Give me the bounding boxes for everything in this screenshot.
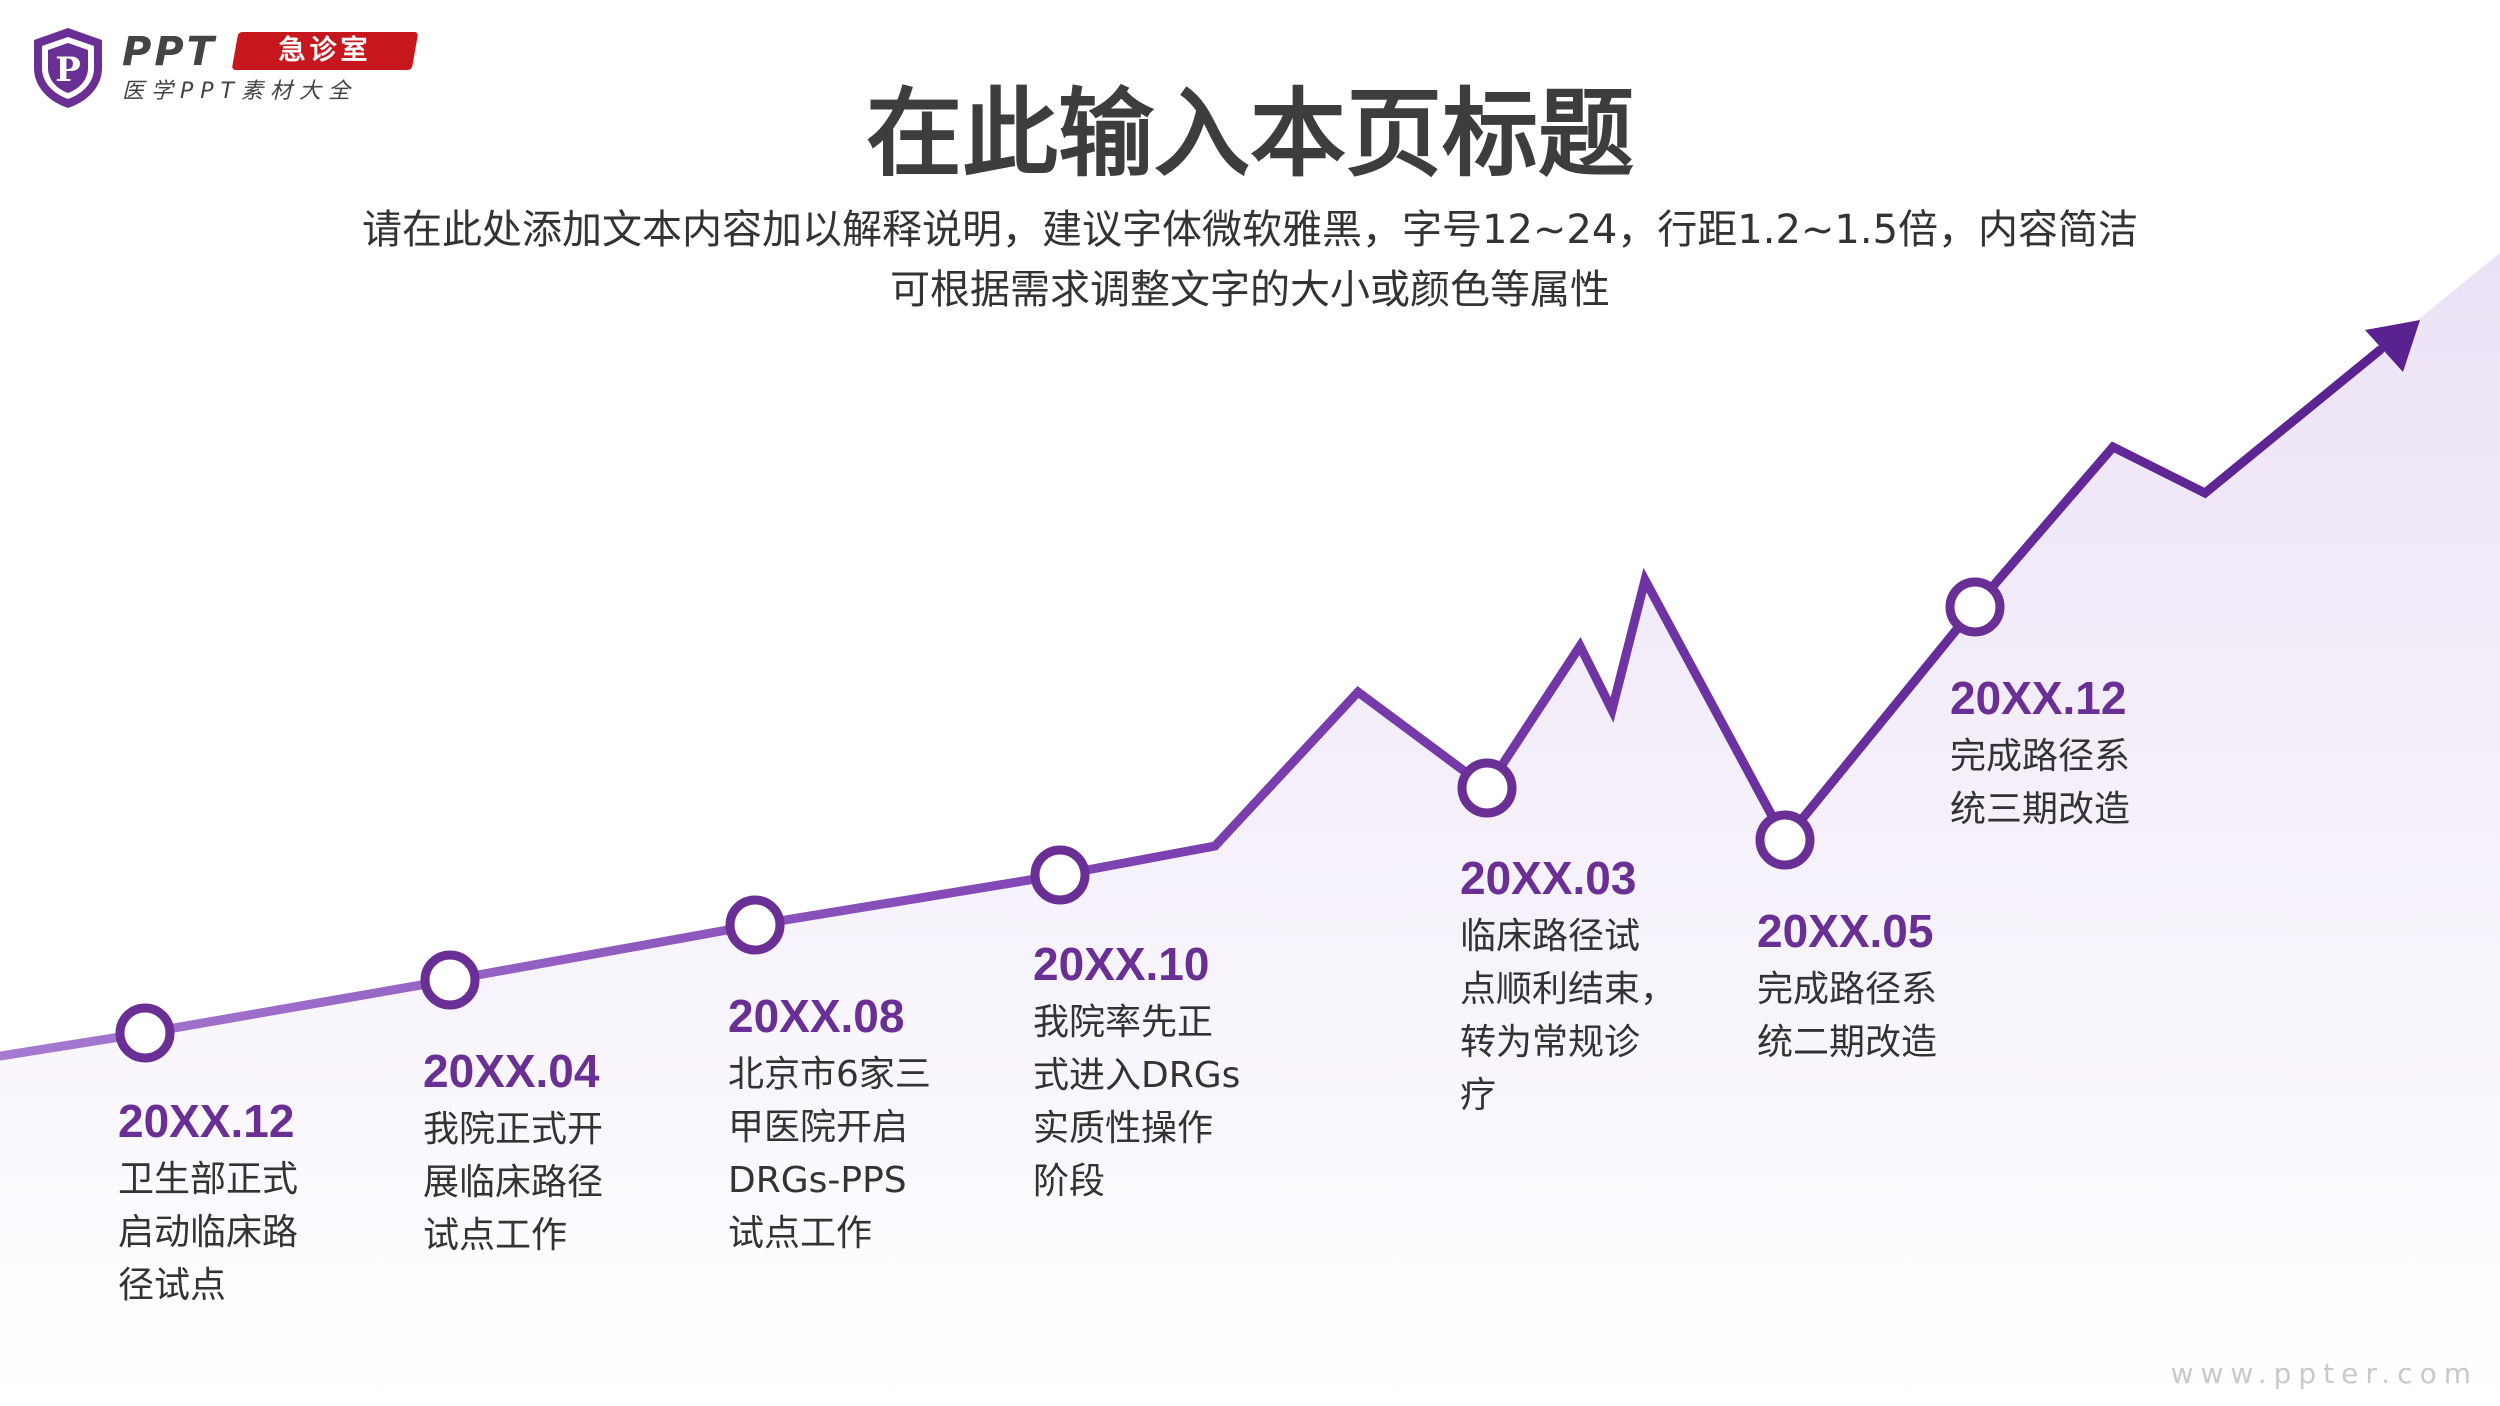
milestone-date: 20XX.12 — [118, 1095, 295, 1147]
logo: P PPT 急诊室 医学PPT素材大全 — [30, 26, 419, 110]
logo-badge-text: 急诊室 — [278, 35, 372, 66]
timeline-nodes — [115, 577, 2005, 1063]
milestone-text-line: 我院率先正 — [1033, 1002, 1214, 1043]
milestone-text-line: 试点工作 — [728, 1213, 873, 1254]
milestone-text-line: 我院正式开 — [423, 1109, 604, 1150]
growth-line — [0, 345, 2385, 1061]
logo-wordmark: PPT — [122, 29, 217, 75]
milestone-description: 我院正式开 展临床路径 试点工作 — [423, 1103, 723, 1262]
milestone-text-line: 阶段 — [1033, 1161, 1106, 1202]
milestone-text-line: DRGs-PPS — [728, 1160, 907, 1201]
timeline-node — [420, 950, 480, 1010]
timeline-node — [1945, 577, 2005, 637]
milestone-date: 20XX.12 — [1950, 672, 2127, 724]
arrow-head — [2365, 320, 2420, 372]
milestone-description: 完成路径系 统三期改造 — [1950, 730, 2250, 836]
milestone-2: 20XX.04 我院正式开 展临床路径 试点工作 — [423, 1043, 723, 1262]
milestone-text-line: 完成路径系 — [1950, 736, 2131, 777]
timeline-node — [1755, 810, 1815, 870]
subtitle-line: 请在此处添加文本内容加以解释说明，建议字体微软雅黑，字号12~24，行距1.2~… — [361, 207, 2139, 253]
milestone-text-line: 统二期改造 — [1757, 1022, 1938, 1063]
shield-letter: P — [55, 50, 81, 90]
milestone-text-line: 疗 — [1460, 1075, 1497, 1116]
growth-area — [0, 253, 2500, 1406]
timeline-node — [1457, 758, 1517, 818]
milestone-description: 临床路径试 点顺利结束， 转为常规诊 疗 — [1460, 910, 1760, 1122]
milestone-text-line: 完成路径系 — [1757, 969, 1938, 1010]
milestone-text-line: 试点工作 — [423, 1215, 568, 1256]
milestone-date: 20XX.03 — [1460, 852, 1637, 904]
milestone-text-line: 统三期改造 — [1950, 789, 2131, 830]
timeline-node — [1030, 845, 1090, 905]
milestone-description: 卫生部正式 启动临床路 径试点 — [118, 1153, 418, 1312]
milestone-date: 20XX.08 — [728, 990, 905, 1042]
milestone-text-line: 点顺利结束， — [1460, 969, 1677, 1010]
milestone-date: 20XX.04 — [423, 1045, 600, 1097]
milestone-3: 20XX.08 北京市6家三 甲医院开启 DRGs-PPS 试点工作 — [728, 988, 1028, 1260]
milestone-text-line: 径试点 — [118, 1265, 227, 1306]
page-title: 在此输入本页标题 — [866, 78, 1634, 190]
milestone-text-line: 转为常规诊 — [1460, 1022, 1641, 1063]
milestone-text-line: 式进入DRGs — [1033, 1055, 1241, 1096]
milestone-description: 完成路径系 统二期改造 — [1757, 963, 2057, 1069]
milestone-7: 20XX.12 完成路径系 统三期改造 — [1950, 670, 2250, 836]
milestone-6: 20XX.05 完成路径系 统二期改造 — [1757, 903, 2057, 1069]
milestone-5: 20XX.03 临床路径试 点顺利结束， 转为常规诊 疗 — [1460, 850, 1760, 1122]
milestone-text-line: 启动临床路 — [118, 1212, 299, 1253]
page-subtitle: 请在此处添加文本内容加以解释说明，建议字体微软雅黑，字号12~24，行距1.2~… — [250, 200, 2250, 320]
milestone-1: 20XX.12 卫生部正式 启动临床路 径试点 — [118, 1093, 418, 1312]
subtitle-line: 可根据需求调整文字的大小或颜色等属性 — [890, 267, 1610, 313]
milestone-text-line: 展临床路径 — [423, 1162, 604, 1203]
watermark: www.ppter.com — [2170, 1357, 2478, 1390]
milestone-text-line: 北京市6家三 — [728, 1054, 931, 1095]
logo-badge: 急诊室 — [231, 32, 419, 70]
milestone-description: 我院率先正 式进入DRGs 实质性操作 阶段 — [1033, 996, 1333, 1208]
timeline-node — [725, 895, 785, 955]
milestone-4: 20XX.10 我院率先正 式进入DRGs 实质性操作 阶段 — [1033, 936, 1333, 1208]
milestone-date: 20XX.10 — [1033, 938, 1210, 990]
milestone-text-line: 临床路径试 — [1460, 916, 1641, 957]
milestone-text-line: 卫生部正式 — [118, 1159, 299, 1200]
milestone-date: 20XX.05 — [1757, 905, 1934, 957]
logo-subtitle: 医学PPT素材大全 — [122, 79, 357, 104]
shield-icon: P — [34, 28, 102, 108]
milestone-text-line: 甲医院开启 — [728, 1107, 909, 1148]
timeline-node — [115, 1003, 175, 1063]
milestone-description: 北京市6家三 甲医院开启 DRGs-PPS 试点工作 — [728, 1048, 1028, 1260]
milestone-text-line: 实质性操作 — [1033, 1108, 1214, 1149]
